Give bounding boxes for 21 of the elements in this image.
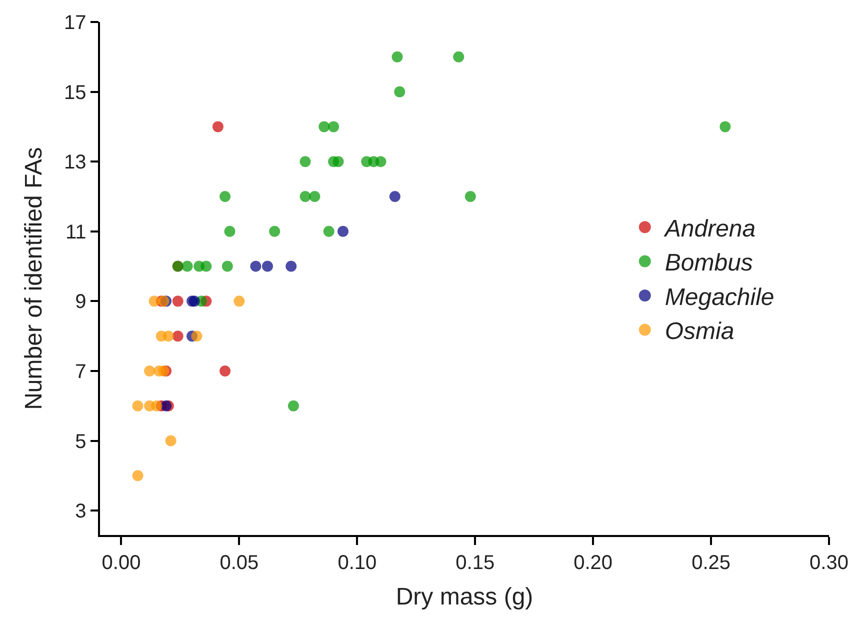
x-tick-label: 0.05: [220, 552, 259, 574]
y-tick-label: 11: [65, 221, 86, 244]
legend-label: Megachile: [664, 284, 774, 311]
y-tick-label: 17: [64, 12, 86, 34]
y-tick-label: 5: [75, 430, 86, 453]
y-tick-label: 9: [75, 291, 86, 314]
x-tick-label: 0.10: [338, 552, 377, 574]
y-tick-label: 13: [64, 152, 86, 174]
x-tick-label: 0.30: [810, 552, 848, 574]
legend-label: Andrena: [662, 215, 756, 242]
x-tick-label: 0.25: [692, 552, 731, 574]
x-tick-label: 0.00: [102, 552, 141, 574]
y-tick-label: 7: [75, 360, 86, 383]
y-tick-label: 15: [64, 82, 86, 104]
x-axis-title: Dry mass (g): [396, 584, 534, 611]
x-tick-label: 0.15: [456, 552, 495, 574]
x-tick-label: 0.20: [574, 552, 613, 574]
y-axis-title: Number of identified FAs: [20, 147, 48, 410]
y-tick-label: 3: [75, 500, 86, 523]
legend-label: Bombus: [664, 250, 753, 277]
legend-label: Osmia: [664, 318, 734, 346]
